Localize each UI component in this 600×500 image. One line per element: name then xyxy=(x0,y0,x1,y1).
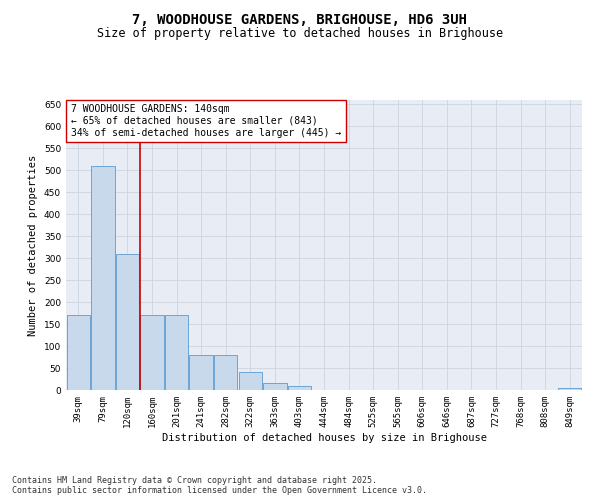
Bar xyxy=(116,254,139,390)
Bar xyxy=(239,372,262,390)
Bar xyxy=(190,355,213,390)
Text: 7, WOODHOUSE GARDENS, BRIGHOUSE, HD6 3UH: 7, WOODHOUSE GARDENS, BRIGHOUSE, HD6 3UH xyxy=(133,12,467,26)
Text: Size of property relative to detached houses in Brighouse: Size of property relative to detached ho… xyxy=(97,28,503,40)
Bar xyxy=(214,355,238,390)
Bar xyxy=(263,384,287,390)
Y-axis label: Number of detached properties: Number of detached properties xyxy=(28,154,38,336)
Text: Contains HM Land Registry data © Crown copyright and database right 2025.
Contai: Contains HM Land Registry data © Crown c… xyxy=(12,476,427,495)
X-axis label: Distribution of detached houses by size in Brighouse: Distribution of detached houses by size … xyxy=(161,432,487,442)
Bar xyxy=(558,388,581,390)
Text: 7 WOODHOUSE GARDENS: 140sqm
← 65% of detached houses are smaller (843)
34% of se: 7 WOODHOUSE GARDENS: 140sqm ← 65% of det… xyxy=(71,104,341,138)
Bar xyxy=(165,316,188,390)
Bar xyxy=(140,316,164,390)
Bar xyxy=(91,166,115,390)
Bar xyxy=(67,316,90,390)
Bar xyxy=(288,386,311,390)
